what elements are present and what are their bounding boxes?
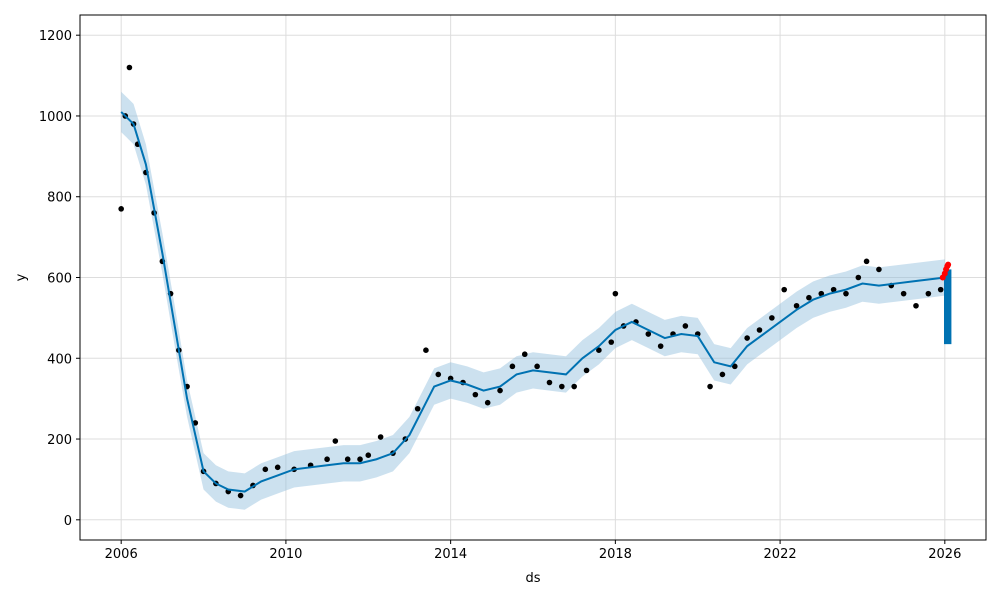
observed-point bbox=[357, 456, 363, 463]
observed-point bbox=[583, 367, 590, 374]
forecast-span bbox=[943, 269, 952, 345]
x-tick-label: 2026 bbox=[928, 547, 961, 562]
observed-point bbox=[237, 492, 244, 499]
y-tick-label: 200 bbox=[47, 433, 72, 448]
forecast-span-block bbox=[943, 269, 952, 345]
observed-point bbox=[414, 405, 421, 412]
y-tick-label: 400 bbox=[47, 352, 72, 367]
observed-point bbox=[484, 399, 491, 406]
forecast-line-path bbox=[120, 111, 945, 493]
observed-point bbox=[192, 420, 199, 426]
observed-point bbox=[118, 206, 124, 212]
observed-point bbox=[521, 351, 528, 358]
grid-lines bbox=[80, 15, 986, 540]
observed-point bbox=[423, 347, 429, 353]
observed-point bbox=[596, 347, 602, 353]
observed-point bbox=[863, 258, 870, 265]
observed-point bbox=[781, 286, 788, 293]
observed-point bbox=[682, 323, 689, 329]
observed-point bbox=[435, 371, 442, 378]
observed-point bbox=[344, 456, 351, 463]
observed-point bbox=[608, 339, 615, 345]
observed-point bbox=[925, 290, 932, 297]
x-tick-label: 2006 bbox=[105, 547, 138, 562]
observed-point bbox=[731, 363, 738, 370]
observed-point bbox=[274, 464, 281, 471]
observed-point bbox=[332, 438, 339, 444]
x-tick-label: 2010 bbox=[269, 547, 302, 562]
x-tick-label: 2014 bbox=[434, 547, 467, 562]
x-axis: 2006 2010 2014 2018 2022 2026 bbox=[105, 540, 961, 562]
observed-point bbox=[126, 64, 133, 71]
y-axis-label: y bbox=[14, 273, 29, 281]
observed-point bbox=[843, 290, 849, 297]
observed-point bbox=[645, 331, 652, 337]
observed-point bbox=[719, 371, 726, 378]
observed-point bbox=[324, 456, 330, 463]
observed-point bbox=[534, 363, 540, 370]
y-tick-label: 800 bbox=[47, 191, 72, 206]
y-tick-label: 0 bbox=[64, 514, 72, 529]
observed-point bbox=[818, 290, 825, 297]
observed-point bbox=[793, 302, 800, 309]
observed-point bbox=[707, 383, 713, 390]
recent-points bbox=[939, 261, 952, 281]
observed-point bbox=[546, 379, 553, 386]
observed-point bbox=[497, 387, 503, 394]
observed-point bbox=[612, 290, 619, 297]
observed-point bbox=[262, 466, 269, 473]
observed-point bbox=[377, 434, 384, 440]
x-tick-label: 2018 bbox=[599, 547, 632, 562]
observed-point bbox=[876, 266, 882, 273]
forecast-line bbox=[120, 111, 945, 493]
observed-point bbox=[830, 286, 837, 293]
y-tick-label: 1000 bbox=[39, 110, 72, 125]
observed-point bbox=[913, 302, 919, 309]
observed-point bbox=[509, 363, 516, 370]
y-tick-label: 1200 bbox=[39, 29, 72, 44]
observed-point bbox=[472, 391, 479, 398]
observed-point bbox=[900, 290, 907, 297]
observed-point bbox=[365, 452, 372, 458]
y-axis: 0 200 400 600 800 1000 1200 bbox=[39, 29, 80, 529]
observed-point bbox=[559, 383, 565, 390]
observed-point bbox=[571, 383, 577, 390]
y-tick-label: 600 bbox=[47, 272, 72, 287]
observed-point bbox=[806, 294, 812, 301]
x-axis-label: ds bbox=[525, 571, 540, 586]
observed-point bbox=[744, 335, 750, 341]
observed-point bbox=[756, 327, 763, 333]
observed-point bbox=[769, 315, 775, 321]
observed-point bbox=[855, 274, 862, 281]
observed-point bbox=[937, 286, 944, 293]
x-tick-label: 2022 bbox=[764, 547, 797, 562]
observed-point bbox=[657, 343, 664, 349]
recent-point bbox=[945, 261, 952, 268]
